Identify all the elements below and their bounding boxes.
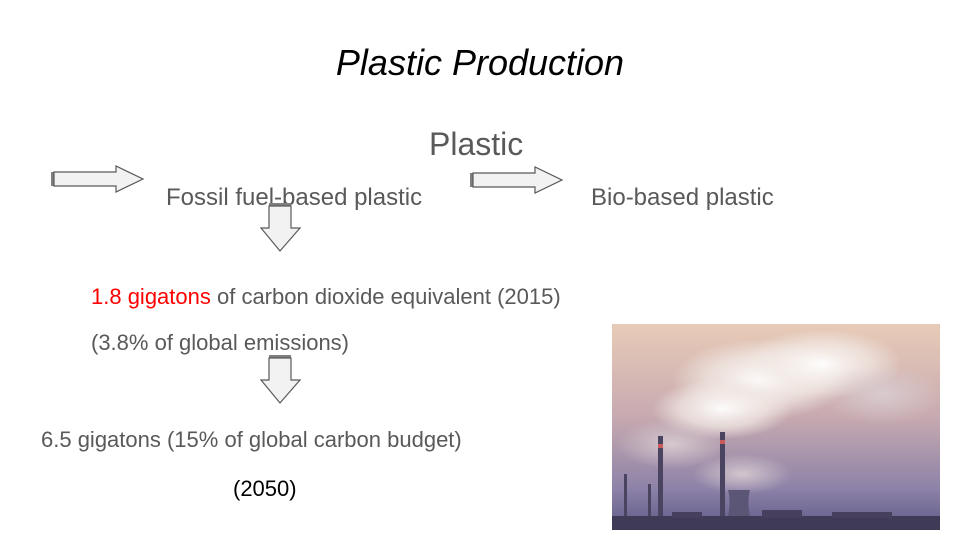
emission-2015-share: (3.8% of global emissions): [91, 330, 350, 355]
down-arrow-icon: [259, 355, 302, 404]
bio-based-label: Bio-based plastic: [591, 184, 774, 211]
down-arrow-icon: [259, 203, 302, 252]
slide-title: Plastic Production: [335, 42, 625, 83]
right-arrow-icon: [470, 166, 564, 194]
emission-2015-line: 1.8 gigatons of carbon dioxide equivalen…: [91, 284, 561, 310]
emission-2050-year: (2050): [233, 476, 297, 501]
emission-2015-amount: 1.8 gigatons: [91, 284, 211, 309]
fossil-fuel-label: Fossil fuel-based plastic: [166, 184, 423, 211]
emission-2050-text: 6.5 gigatons (15% of global carbon budge…: [41, 427, 462, 452]
smokestack-photo: [612, 324, 940, 530]
emission-2015-description: of carbon dioxide equivalent (2015): [210, 284, 561, 309]
right-arrow-icon: [51, 165, 145, 193]
slide-subtitle: Plastic: [429, 126, 524, 162]
